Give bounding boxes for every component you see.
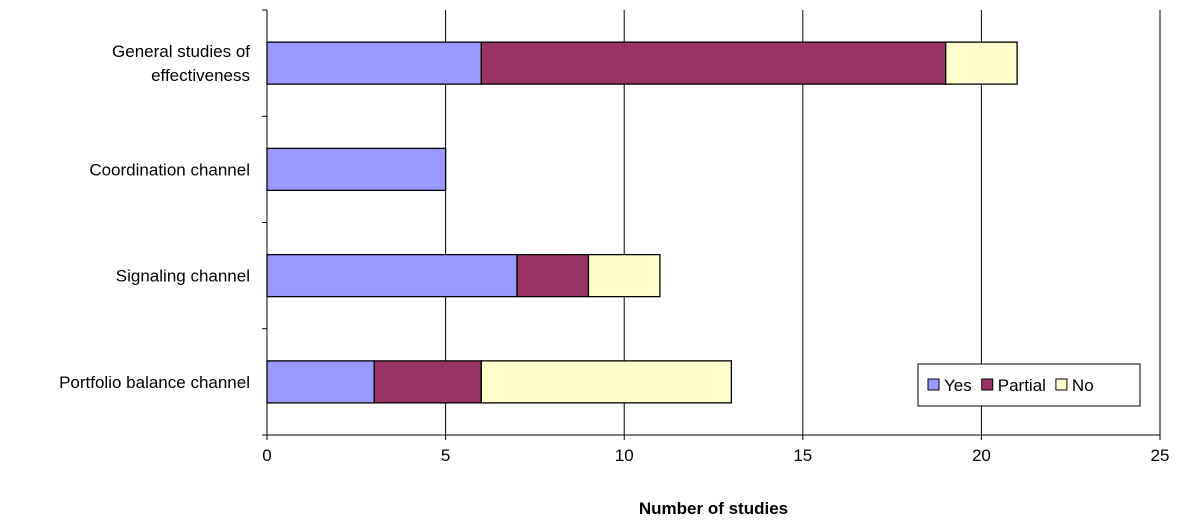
axes (262, 9, 1161, 440)
bar-segment-yes (266, 147, 447, 192)
legend-swatch-yes (927, 378, 940, 391)
category-labels: General studies of effectiveness Coordinat… (59, 42, 250, 392)
category-label: Coordination channel (89, 160, 250, 179)
bars (266, 41, 1018, 404)
bar-segment-no (480, 360, 733, 404)
bar-segment-partial (373, 360, 482, 404)
x-tick-label: 15 (793, 446, 812, 465)
bar-segment-partial (480, 41, 947, 85)
x-tick-labels: 0 5 10 15 20 25 (262, 446, 1169, 465)
legend-swatch-no (1055, 378, 1068, 391)
x-tick-label: 10 (615, 446, 634, 465)
bar-segment-no (587, 253, 661, 298)
legend: Yes Partial No (917, 363, 1141, 407)
category-label: Signaling channel (116, 267, 250, 286)
category-label: Portfolio balance channel (59, 373, 250, 392)
bar-segment-partial (516, 253, 590, 298)
bar-segment-yes (266, 253, 518, 298)
bar-segment-yes (266, 41, 482, 85)
x-axis-title: Number of studies (639, 499, 788, 518)
x-tick-label: 0 (262, 446, 271, 465)
category-label: effectiveness (151, 66, 250, 85)
category-label: General studies of (112, 42, 250, 61)
legend-label-yes: Yes (944, 376, 972, 395)
legend-label-no: No (1072, 376, 1094, 395)
legend-label-partial: Partial (998, 376, 1046, 395)
legend-swatch-partial (981, 378, 994, 391)
x-tick-label: 20 (972, 446, 991, 465)
legend-box (917, 363, 1141, 407)
x-tick-label: 5 (441, 446, 450, 465)
x-tick-label: 25 (1151, 446, 1170, 465)
bar-segment-yes (266, 360, 375, 404)
bar-segment-no (945, 41, 1018, 85)
